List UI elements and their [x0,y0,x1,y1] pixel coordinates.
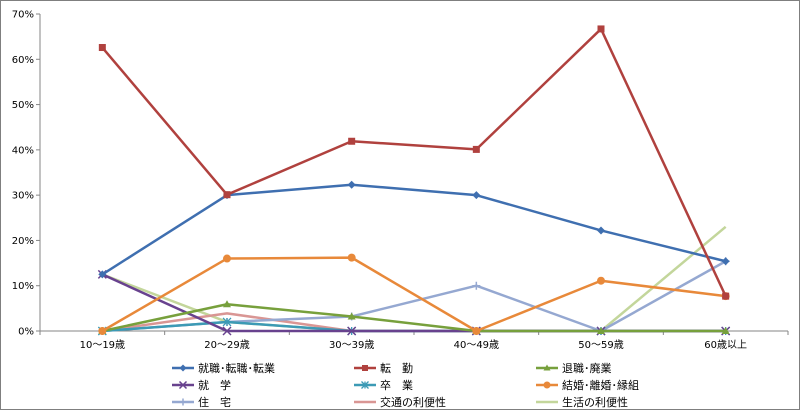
legend-item: 就 学 [172,378,231,392]
data-point [722,292,730,300]
legend-label: 生活の利便性 [562,395,628,409]
legend-label: 就職･転職･転業 [198,361,275,375]
x-tick-label: 60歳以上 [704,339,747,351]
y-tick-label: 50% [12,100,34,111]
data-point [472,145,480,153]
legend-label: 結婚･離婚･縁組 [562,378,639,392]
legend-item: 交通の利便性 [354,395,446,409]
data-point [348,137,356,145]
data-point [222,317,232,327]
series-0 [98,180,730,279]
data-point [223,254,231,263]
series-5 [98,253,730,335]
series-line [101,27,727,297]
legend-item: 住 宅 [172,395,231,409]
legend-swatch-marker [179,398,187,406]
legend-swatch-marker [361,381,369,389]
data-point [98,270,107,279]
x-tick-label: 10～19歳 [80,339,125,351]
y-tick-label: 20% [12,236,34,247]
x-tick-label: 50～59歳 [578,339,623,351]
data-point [222,326,232,336]
series-line [101,256,726,333]
data-point [597,25,605,33]
data-point [347,253,356,262]
legend-swatch-marker [179,364,187,372]
legend-label: 就 学 [198,378,231,392]
data-point [223,300,231,308]
y-tick-label: 70% [12,10,34,21]
series-line [101,183,726,276]
legend-item: 結婚･離婚･縁組 [536,378,639,392]
legend-label: 退職･廃業 [562,361,612,375]
series-line [102,303,726,333]
y-tick-label: 0% [18,327,34,338]
y-tick-label: 30% [12,191,34,202]
legend-swatch-marker [543,364,551,371]
data-point [347,180,356,189]
data-point [721,327,730,334]
series-line [101,225,727,333]
data-point [597,226,605,235]
data-point [597,276,605,285]
legend-label: 転 勤 [380,362,413,375]
legend-label: 交通の利便性 [380,395,446,409]
data-point [472,281,481,290]
legend-item: 卒 業 [354,378,413,392]
legend-item: 生活の利便性 [536,395,628,409]
y-tick-label: 40% [12,145,34,156]
series-layer [97,25,731,336]
y-tick-label: 10% [12,281,34,292]
legend-swatch-marker [362,365,368,371]
legend-item: 就職･転職･転業 [172,361,275,375]
axes: 0% 10% 20% 30% 40% 50% 60% 70% 10～19歳 20～29歳 30～39… [12,10,789,351]
series-8 [101,225,727,333]
legend-item: 退職･廃業 [536,361,612,375]
y-tick-label: 60% [12,55,34,66]
legend-swatch-marker [543,381,551,389]
legend-swatch-marker [178,380,188,390]
series-line [102,260,727,333]
x-tick-label: 40～49歳 [454,339,499,351]
data-point [223,191,231,199]
legend-label: 卒 業 [380,378,413,392]
data-point [347,312,356,320]
series-1 [98,25,730,300]
data-point [472,191,481,200]
x-tick-label: 30～39歳 [329,339,374,351]
data-point [597,327,605,334]
legend-label: 住 宅 [198,395,231,409]
data-point [98,44,106,52]
x-tick-label: 20～29歳 [204,339,249,351]
legend-item: 転 勤 [354,362,413,375]
data-point [472,327,481,335]
legend: 就職･転職･転業 転 勤 退職･廃業就 学 卒 業 結婚･離婚･縁組住 宅 交通の利便性 生… [172,361,639,409]
data-point [347,326,357,336]
data-point [721,257,730,266]
data-point [98,327,107,335]
